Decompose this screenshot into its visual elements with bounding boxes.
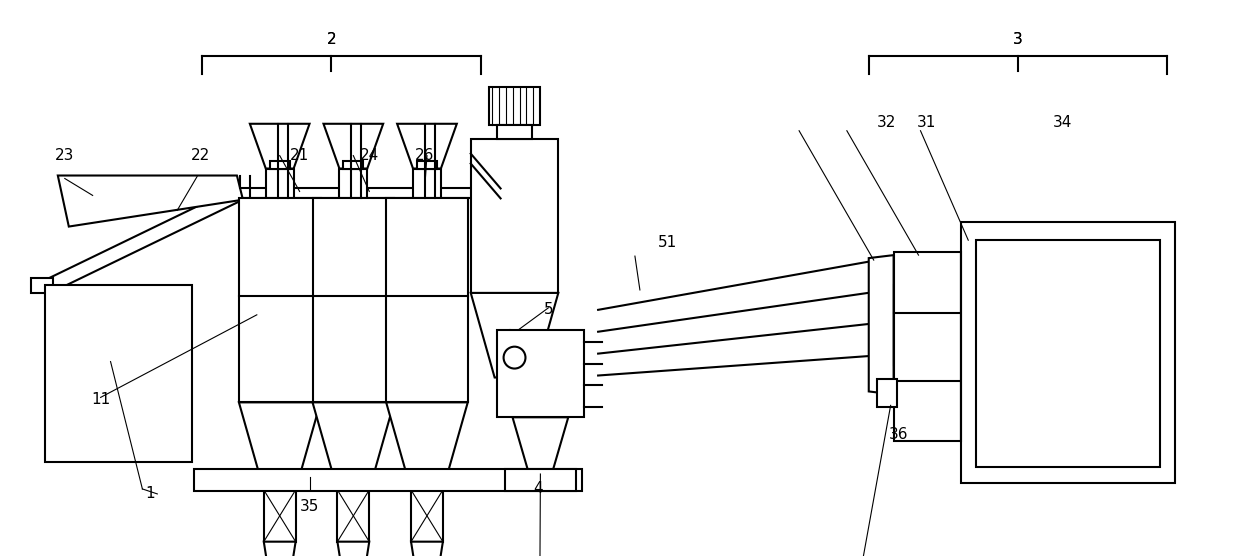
- Text: 4: 4: [533, 481, 543, 496]
- Polygon shape: [264, 541, 295, 557]
- Polygon shape: [337, 541, 370, 557]
- Bar: [410, 490, 443, 541]
- Text: 32: 32: [877, 115, 897, 130]
- Text: 3: 3: [1013, 32, 1023, 47]
- Polygon shape: [386, 402, 467, 490]
- Bar: [264, 490, 295, 541]
- Polygon shape: [239, 402, 320, 490]
- Text: 1: 1: [145, 486, 155, 501]
- Text: 22: 22: [191, 148, 210, 163]
- Polygon shape: [324, 124, 383, 169]
- Bar: [961, 222, 1176, 483]
- Polygon shape: [869, 255, 894, 394]
- Text: 26: 26: [415, 148, 435, 163]
- Bar: [877, 379, 897, 407]
- Text: 5: 5: [543, 302, 553, 317]
- Bar: [505, 469, 577, 491]
- Bar: [417, 160, 436, 169]
- Polygon shape: [249, 124, 310, 169]
- Text: 35: 35: [300, 500, 319, 514]
- Text: 51: 51: [658, 234, 677, 250]
- Bar: [496, 330, 584, 417]
- Bar: [31, 278, 53, 293]
- Text: 36: 36: [889, 427, 909, 442]
- Text: 2: 2: [326, 32, 336, 47]
- Bar: [471, 139, 558, 293]
- Polygon shape: [58, 175, 243, 227]
- Bar: [976, 240, 1161, 467]
- Bar: [265, 169, 294, 198]
- Text: 31: 31: [916, 115, 936, 130]
- Polygon shape: [397, 124, 456, 169]
- Bar: [312, 198, 394, 402]
- Polygon shape: [512, 417, 568, 472]
- Polygon shape: [312, 402, 394, 490]
- Bar: [413, 169, 441, 198]
- Polygon shape: [471, 293, 558, 378]
- Bar: [489, 87, 541, 125]
- Text: 11: 11: [91, 392, 110, 407]
- Text: 3: 3: [1013, 32, 1023, 47]
- Text: 21: 21: [290, 148, 309, 163]
- Bar: [195, 469, 583, 491]
- Text: 24: 24: [360, 148, 379, 163]
- Bar: [270, 160, 290, 169]
- Bar: [343, 160, 363, 169]
- Bar: [239, 198, 320, 402]
- Text: 2: 2: [326, 32, 336, 47]
- Bar: [45, 285, 192, 462]
- Bar: [340, 169, 367, 198]
- Bar: [894, 252, 961, 441]
- Text: 23: 23: [55, 148, 74, 163]
- Bar: [496, 125, 532, 139]
- Polygon shape: [410, 541, 443, 557]
- Text: 34: 34: [1053, 115, 1073, 130]
- Bar: [386, 198, 467, 402]
- Bar: [337, 490, 370, 541]
